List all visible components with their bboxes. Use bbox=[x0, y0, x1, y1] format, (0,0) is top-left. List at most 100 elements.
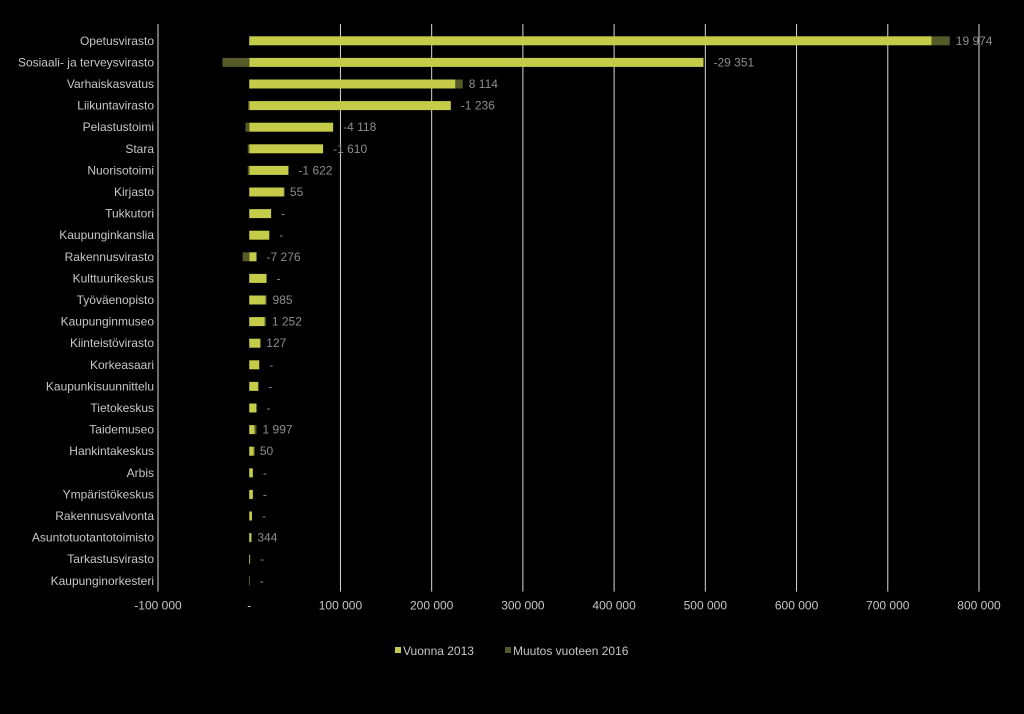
x-tick-label: 300 000 bbox=[501, 599, 545, 613]
data-label: - bbox=[263, 487, 267, 501]
category-label: Taidemuseo bbox=[89, 423, 154, 437]
bar-vuonna-2013 bbox=[249, 490, 253, 499]
category-label: Korkeasaari bbox=[90, 358, 154, 372]
data-labels: 19 974 -29 351 8 114 -1 236 -4 118 -1 610-1 6… bbox=[257, 34, 992, 588]
data-label: 985 bbox=[273, 293, 293, 307]
category-label: Asuntotuotantotoimisto bbox=[32, 531, 154, 545]
data-label: - bbox=[260, 552, 264, 566]
bar-muutos-2016 bbox=[284, 188, 285, 197]
category-label: Kirjasto bbox=[114, 185, 154, 199]
bar-muutos-2016 bbox=[243, 252, 250, 261]
bar-vuonna-2013 bbox=[249, 360, 259, 369]
bar-vuonna-2013 bbox=[249, 317, 265, 326]
category-label: Liikuntavirasto bbox=[77, 99, 154, 113]
bar-vuonna-2013 bbox=[249, 36, 931, 45]
data-label: -29 351 bbox=[714, 55, 755, 69]
x-tick-label: 200 000 bbox=[410, 599, 454, 613]
x-tick-label: - bbox=[247, 599, 251, 613]
category-label: Pelastustoimi bbox=[83, 120, 154, 134]
bar-vuonna-2013 bbox=[249, 512, 252, 521]
bar-vuonna-2013 bbox=[249, 80, 455, 89]
x-tick-label: -100 000 bbox=[134, 599, 182, 613]
category-label: Sosiaali- ja terveysvirasto bbox=[18, 55, 154, 69]
data-label: - bbox=[262, 509, 266, 523]
bar-muutos-2016 bbox=[248, 166, 249, 175]
bar-vuonna-2013 bbox=[249, 166, 288, 175]
data-label: 19 974 bbox=[956, 34, 993, 48]
data-label: -1 610 bbox=[333, 142, 367, 156]
category-label: Työväenopisto bbox=[77, 293, 155, 307]
bar-muutos-2016 bbox=[254, 447, 255, 456]
bar-muutos-2016 bbox=[248, 144, 249, 153]
legend-label: Muutos vuoteen 2016 bbox=[513, 644, 629, 658]
bar-vuonna-2013 bbox=[249, 274, 266, 283]
bar-vuonna-2013 bbox=[249, 382, 258, 391]
data-label: - bbox=[263, 466, 267, 480]
bar-muutos-2016 bbox=[266, 296, 267, 305]
x-tick-label: 800 000 bbox=[957, 599, 1001, 613]
bar-vuonna-2013 bbox=[249, 533, 251, 542]
category-label: Kiinteistövirasto bbox=[70, 336, 154, 350]
data-label: -1 236 bbox=[461, 99, 495, 113]
bar-vuonna-2013 bbox=[249, 468, 253, 477]
category-label: Kaupunginorkesteri bbox=[51, 574, 154, 588]
bar-vuonna-2013 bbox=[249, 339, 260, 348]
data-label: - bbox=[279, 228, 283, 242]
data-label: - bbox=[267, 401, 271, 415]
legend-swatch bbox=[395, 647, 401, 653]
data-label: - bbox=[277, 271, 281, 285]
category-label: Tukkutori bbox=[105, 207, 154, 221]
bar-vuonna-2013 bbox=[249, 296, 265, 305]
legend: Vuonna 2013 Muutos vuoteen 2016 bbox=[395, 644, 629, 658]
category-label: Hankintakeskus bbox=[69, 444, 154, 458]
category-label: Stara bbox=[125, 142, 154, 156]
x-tick-label: 500 000 bbox=[684, 599, 728, 613]
bar-vuonna-2013 bbox=[249, 425, 254, 434]
category-label: Kaupunkisuunnittelu bbox=[46, 379, 154, 393]
category-labels: Opetusvirasto Sosiaali- ja terveysvirasto… bbox=[18, 34, 154, 588]
x-tick-label: 100 000 bbox=[319, 599, 363, 613]
data-label: -1 622 bbox=[298, 163, 332, 177]
category-label: Kaupunginmuseo bbox=[61, 315, 155, 329]
x-tick-label: 700 000 bbox=[866, 599, 910, 613]
data-label: 1 997 bbox=[263, 423, 293, 437]
category-label: Rakennusvalvonta bbox=[55, 509, 154, 523]
bar-muutos-2016 bbox=[251, 533, 252, 542]
bar-vuonna-2013 bbox=[249, 188, 284, 197]
category-label: Opetusvirasto bbox=[80, 34, 154, 48]
bar-vuonna-2013 bbox=[249, 447, 254, 456]
data-label: - bbox=[281, 207, 285, 221]
bar-muutos-2016 bbox=[248, 101, 249, 110]
category-label: Kulttuurikeskus bbox=[73, 271, 154, 285]
x-tick-label: 600 000 bbox=[775, 599, 819, 613]
bar-vuonna-2013 bbox=[249, 123, 333, 132]
category-label: Arbis bbox=[127, 466, 154, 480]
bar-vuonna-2013 bbox=[249, 144, 323, 153]
data-label: 55 bbox=[290, 185, 304, 199]
bar-muutos-2016 bbox=[455, 80, 462, 89]
data-label: 1 252 bbox=[272, 315, 302, 329]
data-label: 50 bbox=[260, 444, 274, 458]
data-label: -4 118 bbox=[343, 120, 376, 134]
bars bbox=[222, 36, 949, 585]
bar-vuonna-2013 bbox=[249, 58, 703, 67]
bar-vuonna-2013 bbox=[249, 231, 269, 240]
data-label: - bbox=[269, 358, 273, 372]
category-label: Varhaiskasvatus bbox=[67, 77, 154, 91]
category-label: Nuorisotoimi bbox=[87, 163, 154, 177]
data-label: 8 114 bbox=[469, 77, 498, 91]
bar-muutos-2016 bbox=[255, 425, 257, 434]
bar-vuonna-2013 bbox=[249, 404, 256, 413]
bar-vuonna-2013 bbox=[249, 101, 451, 110]
legend-label: Vuonna 2013 bbox=[403, 644, 474, 658]
bar-muutos-2016 bbox=[265, 317, 266, 326]
x-tick-label: 400 000 bbox=[592, 599, 636, 613]
data-label: - bbox=[260, 574, 264, 588]
bar-muutos-2016 bbox=[260, 339, 261, 348]
data-label: 127 bbox=[266, 336, 286, 350]
data-label: 344 bbox=[257, 531, 277, 545]
data-label: -7 276 bbox=[267, 250, 301, 264]
